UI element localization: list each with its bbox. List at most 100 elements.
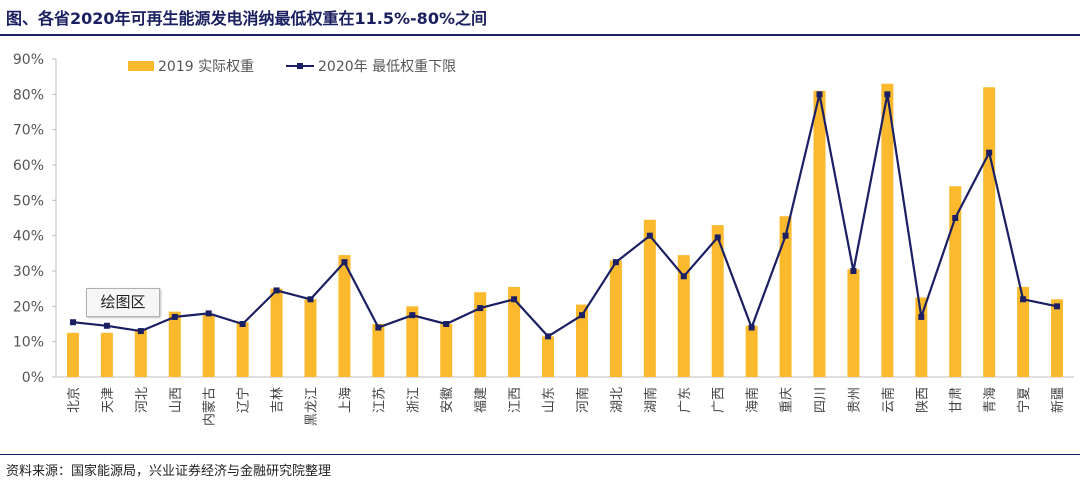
x-tick-label: 山东 bbox=[542, 387, 557, 413]
line-marker-湖北[interactable] bbox=[612, 259, 619, 266]
x-tick-label: 新疆 bbox=[1050, 387, 1066, 413]
line-marker-新疆[interactable] bbox=[1054, 303, 1061, 310]
line-marker-宁夏[interactable] bbox=[1020, 296, 1027, 303]
x-tick-label: 河南 bbox=[575, 387, 591, 413]
line-marker-黑龙江[interactable] bbox=[307, 296, 314, 303]
x-tick-label: 青海 bbox=[983, 387, 998, 413]
x-tick-label: 吉林 bbox=[271, 387, 286, 413]
bar-湖北[interactable] bbox=[609, 260, 622, 377]
line-marker-青海[interactable] bbox=[986, 149, 993, 156]
bar-山东[interactable] bbox=[542, 336, 555, 377]
x-tick-label: 陕西 bbox=[915, 387, 930, 413]
line-marker-河南[interactable] bbox=[578, 312, 585, 319]
x-tick-label: 浙江 bbox=[406, 387, 421, 413]
line-series bbox=[69, 91, 1061, 340]
x-tick-label: 辽宁 bbox=[236, 387, 252, 413]
bar-吉林[interactable] bbox=[270, 288, 283, 377]
x-tick-label: 海南 bbox=[745, 387, 761, 413]
line-marker-江苏[interactable] bbox=[375, 324, 382, 331]
x-tick-label: 山西 bbox=[169, 387, 184, 413]
y-tick-label: 0% bbox=[22, 370, 44, 386]
bar-河南[interactable] bbox=[575, 304, 588, 377]
bar-新疆[interactable] bbox=[1051, 299, 1064, 377]
x-tick-label: 河北 bbox=[135, 387, 150, 413]
line-marker-福建[interactable] bbox=[477, 305, 484, 312]
source-note: 资料来源：国家能源局，兴业证券经济与金融研究院整理 bbox=[6, 464, 332, 479]
line-marker-山西[interactable] bbox=[171, 313, 178, 320]
line-marker-北京[interactable] bbox=[69, 319, 76, 326]
plot-area-tooltip: 绘图区 bbox=[86, 288, 160, 317]
bar-湖南[interactable] bbox=[643, 219, 656, 377]
line-marker-江西[interactable] bbox=[511, 296, 518, 303]
bar-广西[interactable] bbox=[711, 225, 724, 377]
legend-label-bar: 2019 实际权重 bbox=[158, 59, 254, 75]
bar-广东[interactable] bbox=[677, 255, 690, 377]
line-marker-辽宁[interactable] bbox=[239, 321, 246, 327]
bar-江西[interactable] bbox=[508, 286, 521, 377]
line-marker-重庆[interactable] bbox=[782, 232, 789, 239]
line-marker-上海[interactable] bbox=[341, 259, 348, 266]
bar-陕西[interactable] bbox=[915, 297, 928, 378]
x-tick-label: 上海 bbox=[338, 387, 353, 413]
chart-area[interactable]: 0% 10% 20% 30% 40% 50% 60% 70% 80% 90% 北京 天津 河北 山西 内蒙… bbox=[0, 36, 1080, 452]
line-marker-吉林[interactable] bbox=[273, 287, 280, 294]
bar-辽宁[interactable] bbox=[236, 322, 249, 377]
footer-rule bbox=[0, 454, 1080, 455]
line-marker-天津[interactable] bbox=[103, 322, 110, 329]
line-marker-贵州[interactable] bbox=[850, 268, 857, 274]
x-tick-label: 广西 bbox=[712, 387, 727, 413]
y-tick-label: 90% bbox=[13, 52, 44, 68]
line-marker-四川[interactable] bbox=[816, 91, 823, 98]
x-tick-label: 云南 bbox=[880, 387, 896, 413]
y-tick-label: 30% bbox=[13, 264, 44, 280]
bar-内蒙古[interactable] bbox=[202, 315, 215, 377]
x-tick-label: 福建 bbox=[474, 387, 489, 413]
bar-云南[interactable] bbox=[881, 83, 894, 377]
line-marker-海南[interactable] bbox=[748, 324, 755, 331]
x-tick-label: 重庆 bbox=[779, 387, 795, 413]
bar-安徽[interactable] bbox=[440, 324, 453, 377]
bar-四川[interactable] bbox=[813, 90, 826, 378]
line-marker-内蒙古[interactable] bbox=[205, 310, 212, 317]
y-tick-label: 20% bbox=[13, 299, 44, 315]
bar-海南[interactable] bbox=[745, 325, 758, 377]
bar-甘肃[interactable] bbox=[949, 186, 962, 377]
line-path bbox=[72, 93, 1058, 338]
y-tick-label: 50% bbox=[13, 193, 44, 209]
line-marker-山东[interactable] bbox=[545, 333, 552, 340]
bar-河北[interactable] bbox=[134, 329, 147, 377]
bar-江苏[interactable] bbox=[372, 324, 385, 377]
bar-北京[interactable] bbox=[66, 332, 79, 377]
x-tick-label: 江西 bbox=[508, 387, 523, 413]
legend-swatch-bar bbox=[128, 61, 154, 71]
line-marker-浙江[interactable] bbox=[409, 312, 416, 319]
x-tick-label: 内蒙古 bbox=[202, 387, 218, 426]
bar-黑龙江[interactable] bbox=[304, 299, 317, 377]
line-marker-云南[interactable] bbox=[884, 91, 891, 98]
bar-福建[interactable] bbox=[474, 292, 487, 377]
line-marker-甘肃[interactable] bbox=[952, 215, 959, 221]
bar-天津[interactable] bbox=[100, 332, 113, 377]
bar-青海[interactable] bbox=[983, 87, 996, 377]
line-marker-广东[interactable] bbox=[680, 273, 687, 280]
bar-贵州[interactable] bbox=[847, 269, 860, 377]
x-tick-label: 湖北 bbox=[610, 387, 625, 413]
y-tick-label: 60% bbox=[13, 158, 44, 174]
bar-上海[interactable] bbox=[338, 255, 351, 377]
line-marker-湖南[interactable] bbox=[646, 232, 653, 239]
line-marker-安徽[interactable] bbox=[443, 321, 450, 327]
bar-series bbox=[66, 83, 1064, 378]
bar-宁夏[interactable] bbox=[1017, 286, 1030, 377]
line-marker-广西[interactable] bbox=[714, 234, 721, 241]
bar-重庆[interactable] bbox=[779, 216, 792, 377]
line-marker-陕西[interactable] bbox=[918, 313, 925, 320]
y-tick-label: 40% bbox=[13, 229, 44, 245]
y-tick-label: 10% bbox=[13, 335, 44, 351]
bar-浙江[interactable] bbox=[406, 306, 419, 377]
x-tick-label: 湖南 bbox=[643, 387, 659, 413]
line-marker-河北[interactable] bbox=[137, 328, 144, 335]
chart-title: 图、各省2020年可再生能源发电消纳最低权重在11.5%-80%之间 bbox=[6, 9, 487, 28]
x-tick-label: 北京 bbox=[67, 387, 82, 413]
x-tick-label: 安徽 bbox=[440, 387, 455, 413]
bar-山西[interactable] bbox=[168, 311, 181, 377]
